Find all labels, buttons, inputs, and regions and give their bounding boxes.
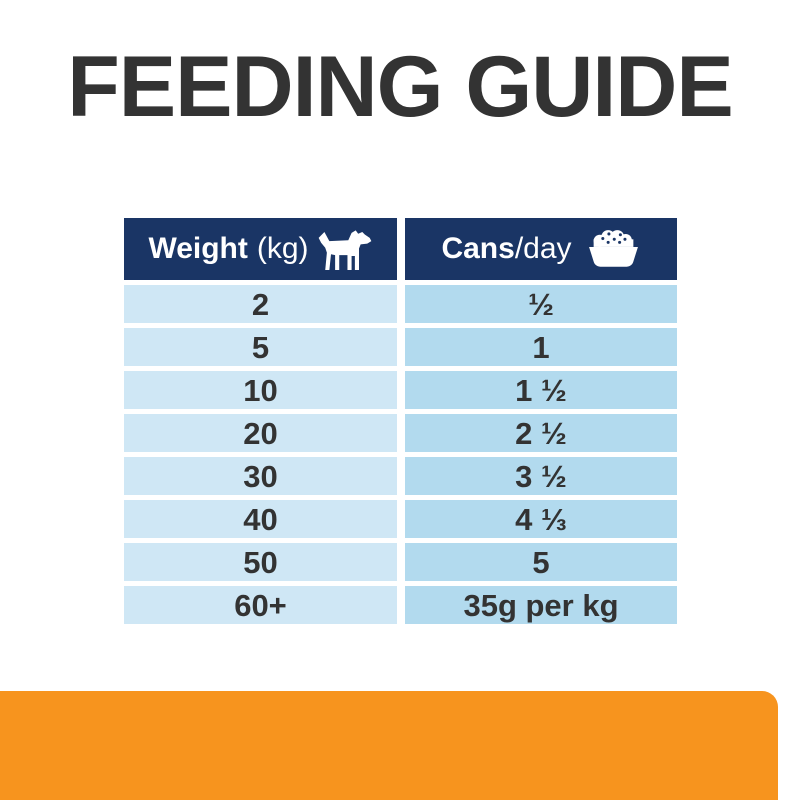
- page-title: FEEDING GUIDE: [67, 39, 734, 135]
- weight-cell: 5: [124, 328, 397, 366]
- weight-cell: 20: [124, 414, 397, 452]
- weight-cell: 40: [124, 500, 397, 538]
- cans-cell: 2 ½: [405, 414, 677, 452]
- bottom-orange-bar: [0, 691, 778, 800]
- dog-icon: [318, 230, 371, 270]
- cans-cell: 35g per kg: [405, 586, 677, 624]
- cans-cell: 5: [405, 543, 677, 581]
- cans-cell: 3 ½: [405, 457, 677, 495]
- weight-cell: 10: [124, 371, 397, 409]
- weight-header-label: Weight: [148, 232, 248, 265]
- feeding-guide-table: Weight (kg) Cans /day 2 ½ 5 1 10 1 ½: [124, 218, 677, 624]
- bowl-icon: [588, 230, 638, 267]
- cans-cell: 1 ½: [405, 371, 677, 409]
- cans-column-header: Cans /day: [405, 218, 677, 280]
- weight-column-header: Weight (kg): [124, 218, 397, 280]
- cans-cell: 4 ⅓: [405, 500, 677, 538]
- cans-header-label: Cans: [441, 232, 515, 265]
- weight-cell: 50: [124, 543, 397, 581]
- weight-cell: 2: [124, 285, 397, 323]
- weight-cell: 30: [124, 457, 397, 495]
- cans-cell: ½: [405, 285, 677, 323]
- weight-cell: 60+: [124, 586, 397, 624]
- weight-header-unit: (kg): [256, 232, 309, 265]
- cans-header-unit: /day: [514, 232, 572, 265]
- cans-cell: 1: [405, 328, 677, 366]
